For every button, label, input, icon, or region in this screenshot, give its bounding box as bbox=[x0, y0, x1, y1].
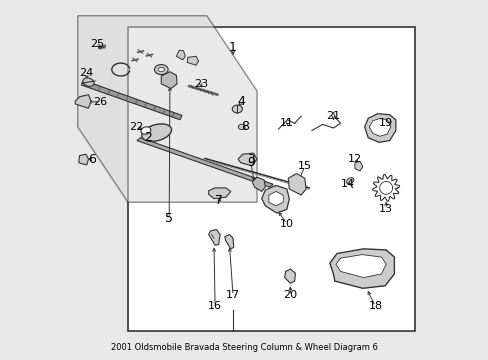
Text: 2: 2 bbox=[144, 131, 152, 144]
Polygon shape bbox=[208, 229, 220, 245]
Polygon shape bbox=[261, 185, 289, 213]
Text: 12: 12 bbox=[347, 154, 361, 164]
Text: 9: 9 bbox=[246, 156, 254, 169]
Text: 16: 16 bbox=[208, 301, 222, 311]
Polygon shape bbox=[284, 269, 295, 283]
Ellipse shape bbox=[83, 78, 94, 86]
Polygon shape bbox=[335, 255, 386, 278]
Ellipse shape bbox=[238, 124, 244, 130]
Text: 11: 11 bbox=[279, 118, 293, 128]
Text: 3: 3 bbox=[246, 153, 254, 166]
Polygon shape bbox=[137, 138, 273, 187]
Polygon shape bbox=[176, 50, 185, 60]
Text: 23: 23 bbox=[193, 79, 207, 89]
Polygon shape bbox=[354, 161, 362, 171]
Polygon shape bbox=[79, 154, 88, 165]
Text: 2001 Oldsmobile Bravada Steering Column & Wheel Diagram 6: 2001 Oldsmobile Bravada Steering Column … bbox=[111, 343, 377, 352]
Text: 5: 5 bbox=[165, 212, 173, 225]
Polygon shape bbox=[287, 174, 305, 195]
Polygon shape bbox=[268, 192, 283, 206]
Ellipse shape bbox=[141, 127, 150, 134]
Text: 24: 24 bbox=[79, 68, 93, 78]
Polygon shape bbox=[238, 153, 257, 166]
Polygon shape bbox=[187, 56, 198, 65]
Text: 26: 26 bbox=[93, 97, 107, 107]
Polygon shape bbox=[78, 16, 257, 202]
Ellipse shape bbox=[142, 124, 171, 141]
Polygon shape bbox=[208, 188, 230, 199]
Text: 8: 8 bbox=[241, 121, 249, 134]
Polygon shape bbox=[364, 114, 395, 142]
Text: 6: 6 bbox=[88, 153, 96, 166]
Text: 25: 25 bbox=[89, 40, 103, 49]
Text: 22: 22 bbox=[129, 122, 143, 132]
Polygon shape bbox=[75, 95, 91, 108]
Text: 1: 1 bbox=[228, 41, 237, 54]
Polygon shape bbox=[81, 80, 182, 120]
Ellipse shape bbox=[154, 64, 168, 75]
Polygon shape bbox=[368, 118, 390, 136]
Text: 17: 17 bbox=[225, 291, 240, 301]
Ellipse shape bbox=[346, 178, 353, 184]
Polygon shape bbox=[329, 249, 394, 288]
Text: 4: 4 bbox=[237, 95, 245, 108]
Text: 10: 10 bbox=[279, 219, 293, 229]
Ellipse shape bbox=[158, 67, 164, 72]
Text: 7: 7 bbox=[215, 194, 223, 207]
Text: 14: 14 bbox=[340, 179, 354, 189]
Text: 21: 21 bbox=[325, 111, 340, 121]
Text: 15: 15 bbox=[297, 161, 311, 171]
Bar bbox=[128, 27, 414, 331]
Text: 18: 18 bbox=[367, 301, 382, 311]
Text: 20: 20 bbox=[283, 291, 297, 301]
Text: 19: 19 bbox=[378, 118, 392, 128]
Polygon shape bbox=[161, 72, 177, 89]
Ellipse shape bbox=[232, 105, 242, 113]
Polygon shape bbox=[252, 177, 265, 192]
Text: 13: 13 bbox=[378, 204, 392, 215]
Polygon shape bbox=[224, 234, 233, 249]
